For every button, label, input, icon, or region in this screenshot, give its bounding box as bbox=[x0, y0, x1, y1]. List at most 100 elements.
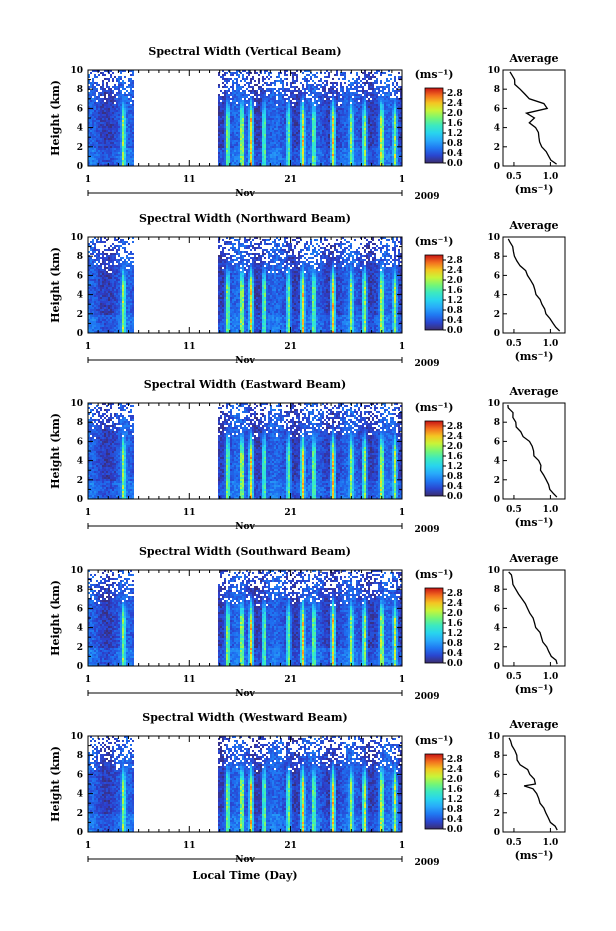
heatmap-cell bbox=[272, 114, 274, 116]
heatmap-cell bbox=[292, 132, 294, 134]
heatmap-cell bbox=[226, 92, 228, 94]
heatmap-cell bbox=[124, 146, 126, 148]
heatmap-cell bbox=[318, 144, 320, 146]
heatmap-cell bbox=[234, 90, 236, 92]
heatmap-cell bbox=[110, 146, 112, 148]
heatmap-cell bbox=[262, 134, 264, 136]
heatmap-cell bbox=[388, 154, 390, 156]
heatmap-cell bbox=[124, 120, 126, 122]
heatmap-cell bbox=[276, 122, 278, 124]
heatmap-cell bbox=[362, 108, 364, 110]
heatmap-cell bbox=[344, 156, 346, 158]
heatmap-cell bbox=[132, 102, 134, 104]
heatmap-cell bbox=[314, 126, 316, 128]
heatmap-cell bbox=[232, 106, 234, 108]
heatmap-cell bbox=[276, 94, 278, 96]
heatmap-cell bbox=[324, 146, 326, 148]
heatmap-cell bbox=[310, 128, 312, 130]
heatmap-cell bbox=[232, 88, 234, 90]
heatmap-cell bbox=[132, 154, 134, 156]
heatmap-cell bbox=[332, 84, 334, 86]
heatmap-cell bbox=[316, 158, 318, 160]
heatmap-cell bbox=[286, 78, 288, 80]
heatmap-cell bbox=[346, 152, 348, 154]
heatmap-cell bbox=[314, 122, 316, 124]
heatmap-cell bbox=[286, 148, 288, 150]
heatmap-cell bbox=[302, 94, 304, 96]
heatmap-cell bbox=[316, 88, 318, 90]
heatmap-cell bbox=[280, 98, 282, 100]
heatmap-cell bbox=[118, 108, 120, 110]
heatmap-cell bbox=[340, 138, 342, 140]
heatmap-cell bbox=[356, 154, 358, 156]
heatmap-cell bbox=[380, 116, 382, 118]
heatmap-cell bbox=[130, 82, 132, 84]
heatmap-cell bbox=[122, 134, 124, 136]
heatmap-cell bbox=[296, 150, 298, 152]
heatmap-cell bbox=[244, 134, 246, 136]
heatmap-cell bbox=[96, 132, 98, 134]
heatmap-cell bbox=[236, 134, 238, 136]
heatmap-cell bbox=[218, 146, 220, 148]
heatmap-cell bbox=[102, 150, 104, 152]
heatmap-cell bbox=[362, 142, 364, 144]
heatmap-cell bbox=[336, 138, 338, 140]
heatmap-cell bbox=[236, 162, 238, 164]
heatmap-cell bbox=[338, 116, 340, 118]
heatmap-cell bbox=[228, 136, 230, 138]
heatmap-cell bbox=[308, 112, 310, 114]
heatmap-cell bbox=[108, 142, 110, 144]
heatmap-cell bbox=[246, 96, 248, 98]
heatmap-cell bbox=[322, 138, 324, 140]
heatmap-cell bbox=[94, 156, 96, 158]
heatmap-cell bbox=[338, 156, 340, 158]
heatmap-cell bbox=[378, 140, 380, 142]
heatmap-cell bbox=[312, 140, 314, 142]
heatmap-cell bbox=[334, 156, 336, 158]
heatmap-cell bbox=[374, 140, 376, 142]
heatmap-cell bbox=[234, 114, 236, 116]
heatmap-cell bbox=[250, 120, 252, 122]
heatmap-cell bbox=[110, 148, 112, 150]
heatmap-cell bbox=[98, 152, 100, 154]
heatmap-cell bbox=[320, 86, 322, 88]
heatmap-cell bbox=[282, 118, 284, 120]
heatmap-cell bbox=[266, 122, 268, 124]
heatmap-cell bbox=[386, 92, 388, 94]
heatmap-cell bbox=[100, 106, 102, 108]
heatmap-cell bbox=[370, 128, 372, 130]
heatmap-cell bbox=[398, 132, 400, 134]
heatmap-cell bbox=[316, 154, 318, 156]
heatmap-cell bbox=[378, 126, 380, 128]
heatmap-cell bbox=[242, 96, 244, 98]
heatmap-cell bbox=[388, 146, 390, 148]
heatmap-cell bbox=[306, 108, 308, 110]
heatmap-cell bbox=[264, 142, 266, 144]
heatmap-cell bbox=[296, 118, 298, 120]
heatmap-cell bbox=[296, 104, 298, 106]
heatmap-cell bbox=[310, 158, 312, 160]
heatmap-cell bbox=[358, 142, 360, 144]
heatmap-cell bbox=[266, 102, 268, 104]
heatmap-cell bbox=[246, 134, 248, 136]
heatmap-cell bbox=[218, 128, 220, 130]
heatmap-cell bbox=[224, 156, 226, 158]
heatmap-cell bbox=[292, 110, 294, 112]
heatmap-cell bbox=[246, 122, 248, 124]
heatmap-cell bbox=[240, 108, 242, 110]
heatmap-cell bbox=[392, 124, 394, 126]
heatmap-cell bbox=[274, 158, 276, 160]
heatmap-cell bbox=[250, 78, 252, 80]
heatmap-cell bbox=[392, 90, 394, 92]
heatmap-cell bbox=[244, 96, 246, 98]
heatmap-cell bbox=[380, 152, 382, 154]
heatmap-cell bbox=[102, 120, 104, 122]
heatmap-cell bbox=[348, 146, 350, 148]
heatmap-cell bbox=[390, 124, 392, 126]
heatmap-cell bbox=[384, 148, 386, 150]
heatmap-cell bbox=[312, 136, 314, 138]
heatmap-cell bbox=[356, 86, 358, 88]
heatmap-cell bbox=[382, 90, 384, 92]
heatmap-cell bbox=[398, 104, 400, 106]
heatmap-cell bbox=[286, 120, 288, 122]
